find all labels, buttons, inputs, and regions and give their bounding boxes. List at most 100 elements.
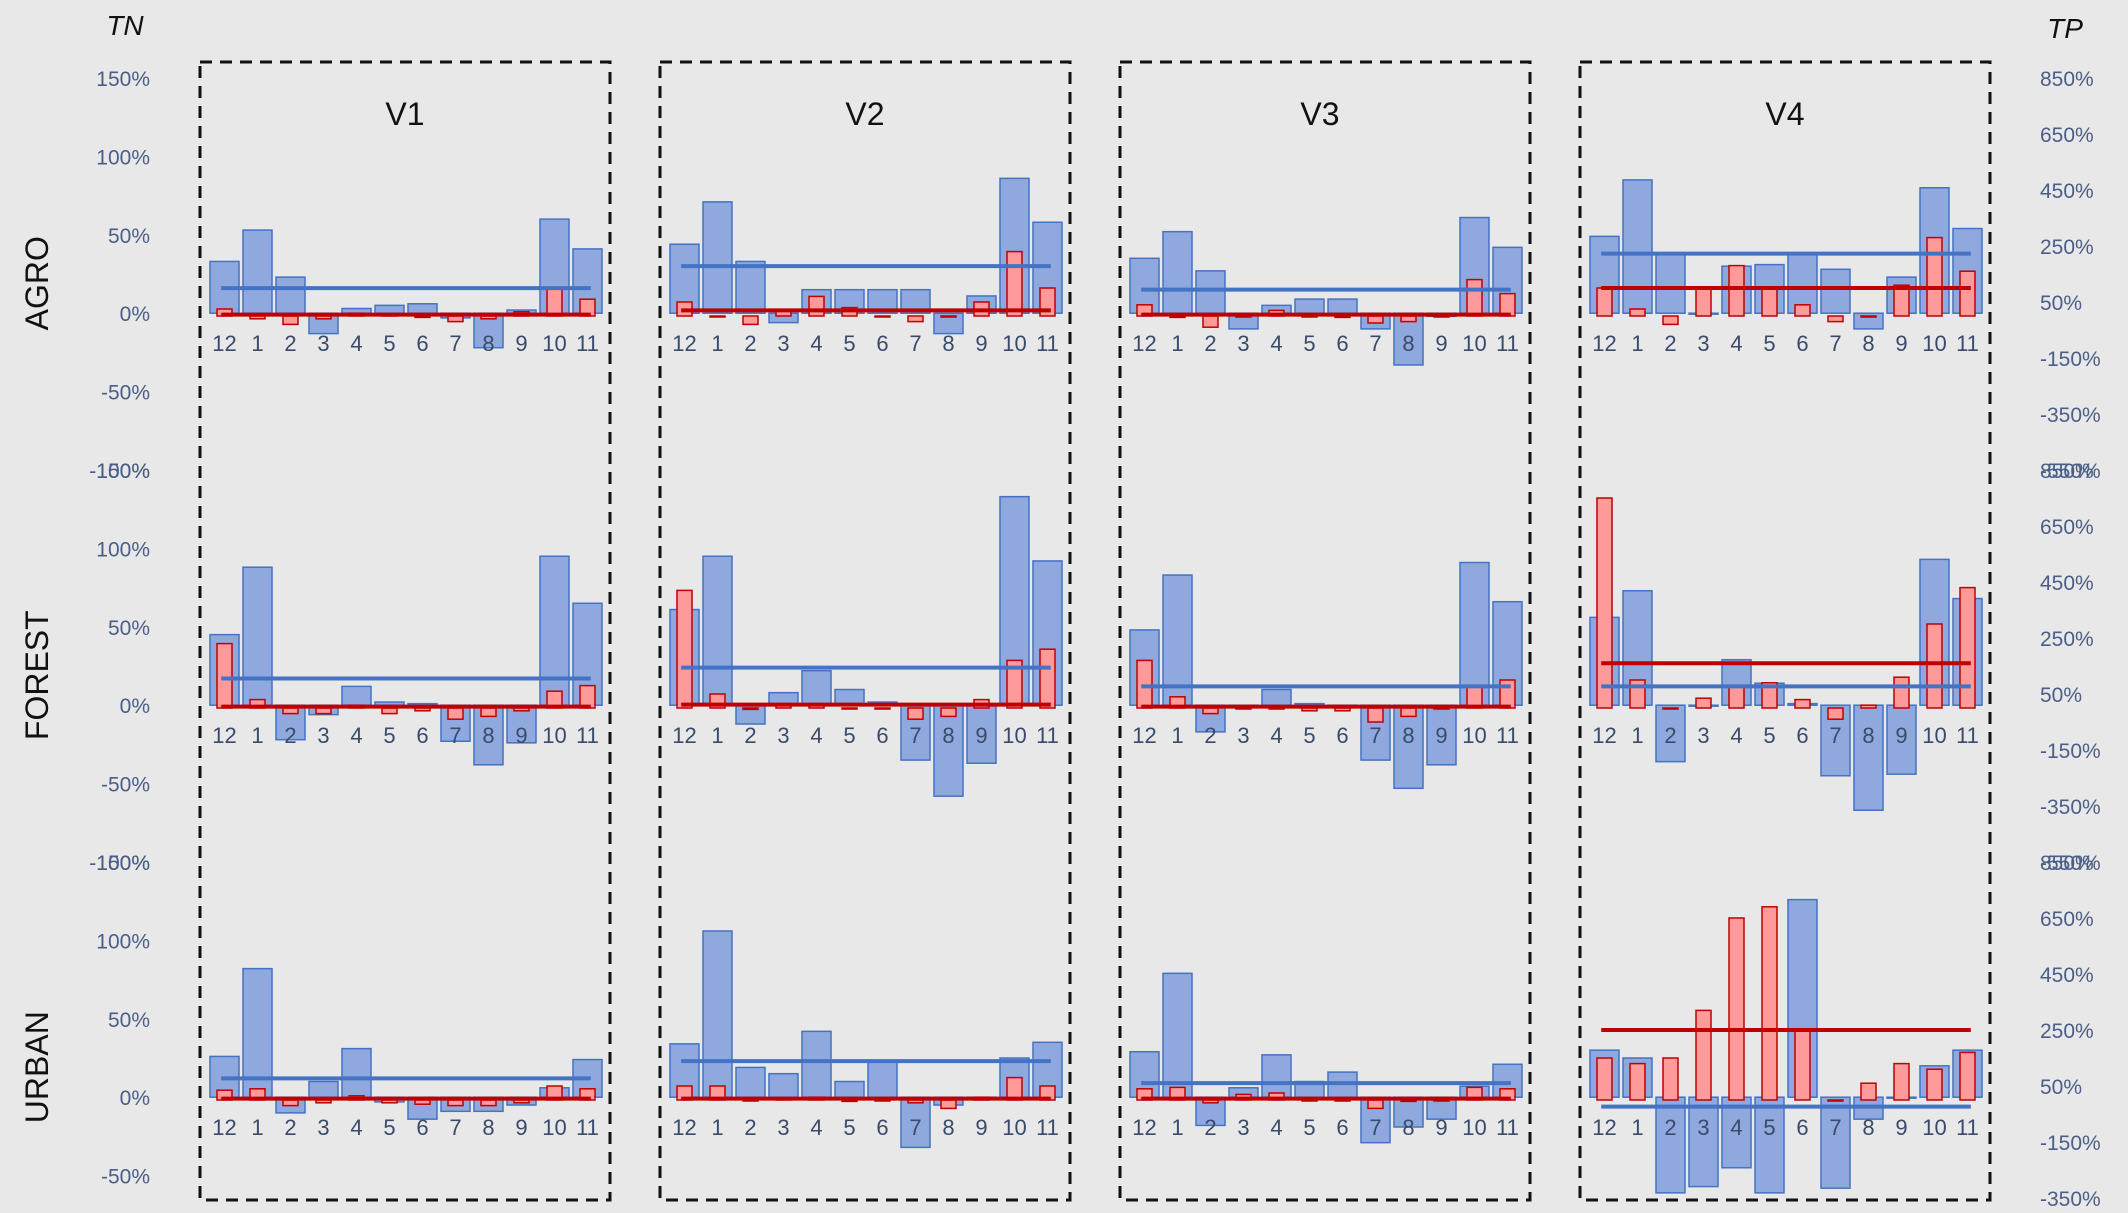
tn-bar (242, 229, 273, 314)
tp-bar (1202, 707, 1219, 715)
axes-layer: 150%100%50%0%-50%-100%850%650%450%250%50… (19, 60, 2101, 1211)
left-tick-label: 50% (108, 617, 150, 640)
month-label: 3 (1697, 723, 1709, 748)
month-label: 11 (1496, 331, 1519, 356)
tp-bar (1629, 679, 1646, 709)
tp-bar (1695, 697, 1712, 709)
tn-bar (1426, 704, 1457, 766)
month-label: 12 (672, 331, 696, 356)
tn-bar (1162, 574, 1193, 706)
month-label: 1 (251, 723, 263, 748)
month-label: 6 (1796, 1115, 1808, 1140)
tp-bar (1662, 1057, 1679, 1101)
month-label: 6 (416, 1115, 428, 1140)
month-label: 8 (482, 1115, 494, 1140)
month-label: 9 (515, 331, 527, 356)
tp-bar (1629, 308, 1646, 317)
month-label: 4 (1730, 331, 1742, 356)
month-label: 4 (810, 1115, 822, 1140)
tp-bar (1794, 698, 1811, 709)
tn-bar (1393, 704, 1424, 790)
month-label: 8 (1862, 331, 1874, 356)
right-tick-label: 850% (2040, 852, 2094, 875)
month-label: 12 (1592, 1115, 1616, 1140)
tp-bar (1367, 707, 1384, 723)
month-label: 7 (1369, 1115, 1381, 1140)
tp-bar (1662, 315, 1679, 326)
tp-bar (1400, 707, 1417, 718)
right-tick-label: -350% (2040, 1188, 2101, 1211)
tp-bar (1827, 1099, 1844, 1102)
month-label: 8 (482, 723, 494, 748)
month-label: 5 (843, 1115, 855, 1140)
left-tick-label: 150% (96, 68, 150, 91)
tp-bar (1006, 659, 1023, 709)
right-tick-label: -350% (2040, 796, 2101, 819)
column-label-v1: V1 (385, 96, 424, 132)
tn-bar (308, 1080, 339, 1098)
left-tick-label: 50% (108, 1009, 150, 1032)
month-label: 6 (1796, 723, 1808, 748)
right-tick-label: -150% (2040, 348, 2101, 371)
month-label: 5 (1763, 1115, 1775, 1140)
tn-bar (1195, 270, 1226, 314)
tp-bar (1893, 284, 1910, 317)
month-label: 2 (1664, 723, 1676, 748)
right-tick-label: 50% (2040, 292, 2082, 315)
tp-bar (1728, 264, 1745, 317)
month-label: 6 (876, 723, 888, 748)
month-label: 12 (212, 1115, 236, 1140)
month-label: 3 (1237, 723, 1249, 748)
tp-bar (1893, 1062, 1910, 1101)
tp-bar (1728, 917, 1745, 1101)
month-label: 1 (1631, 723, 1643, 748)
month-label: 8 (942, 1115, 954, 1140)
month-label: 1 (1631, 1115, 1643, 1140)
left-tick-label: 100% (96, 538, 150, 561)
month-label: 7 (909, 723, 921, 748)
month-label: 6 (1336, 723, 1348, 748)
month-label: 8 (942, 331, 954, 356)
tn-bar (1622, 179, 1653, 314)
tn-axis-title: TN (106, 10, 144, 41)
month-label: 12 (212, 331, 236, 356)
month-label: 7 (909, 331, 921, 356)
month-label: 11 (576, 331, 599, 356)
month-label: 2 (284, 723, 296, 748)
right-tick-label: 50% (2040, 684, 2082, 707)
tp-bar (1596, 287, 1613, 317)
right-tick-label: -150% (2040, 1132, 2101, 1155)
tn-bar (1261, 1054, 1292, 1098)
tp-bar (1695, 287, 1712, 317)
tp-bar (1039, 648, 1056, 709)
month-label: 5 (1303, 723, 1315, 748)
month-label: 1 (711, 723, 723, 748)
month-label: 4 (1270, 331, 1282, 356)
month-label: 12 (1592, 723, 1616, 748)
tp-bar (1860, 315, 1877, 318)
month-label: 7 (449, 1115, 461, 1140)
month-label: 3 (1697, 331, 1709, 356)
panel-forest-v4: 12 1 2 3 4 5 6 7 8 9 10 11 (1589, 497, 1983, 812)
month-label: 2 (284, 1115, 296, 1140)
month-label: 8 (1402, 723, 1414, 748)
tn-bar (1886, 704, 1917, 775)
left-tick-label: 50% (108, 225, 150, 248)
tp-bar (742, 315, 759, 326)
tp-bar (1466, 278, 1483, 317)
left-tick-label: 100% (96, 146, 150, 169)
tp-bar (874, 315, 891, 318)
tp-bar (1827, 707, 1844, 720)
tp-bar (282, 315, 299, 326)
tp-bar (940, 1099, 957, 1110)
month-label: 1 (1171, 723, 1183, 748)
month-label: 12 (1132, 723, 1156, 748)
tp-bar (282, 1099, 299, 1107)
tn-bar (966, 704, 997, 764)
tp-bar (676, 589, 693, 709)
month-label: 4 (350, 331, 362, 356)
tp-bar (1662, 707, 1679, 710)
right-tick-label: 850% (2040, 460, 2094, 483)
right-tick-label: 650% (2040, 908, 2094, 931)
month-label: 9 (1895, 723, 1907, 748)
